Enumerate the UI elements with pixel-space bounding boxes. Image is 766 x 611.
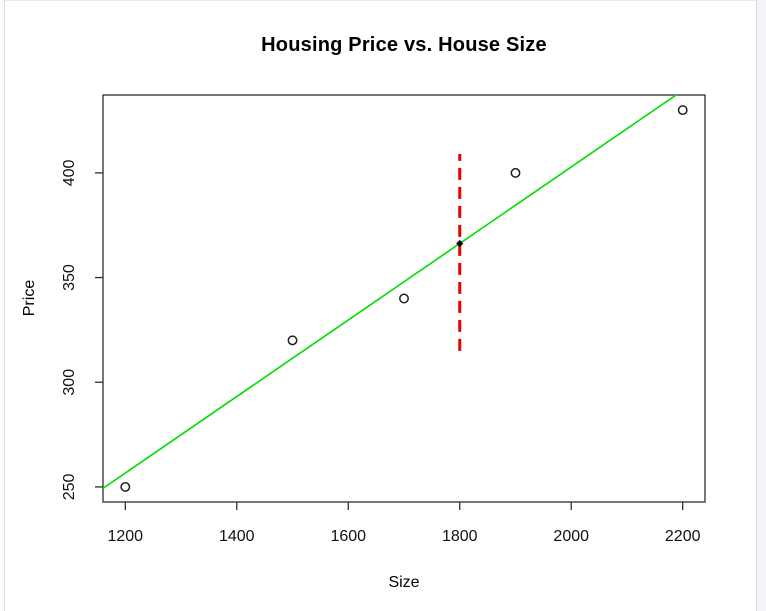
x-tick-label: 1600: [330, 528, 366, 545]
x-tick-label: 1400: [219, 528, 255, 545]
x-tick-label: 1200: [107, 528, 143, 545]
x-tick-label: 2000: [553, 528, 589, 545]
data-point: [677, 105, 688, 116]
pane-right-gutter: [756, 0, 766, 611]
y-tick-label: 350: [61, 264, 78, 291]
prediction-point: [456, 239, 464, 248]
x-axis-label: Size: [388, 574, 420, 591]
regression-layer: [103, 95, 678, 490]
x-tick-label: 2200: [665, 528, 701, 545]
regression-line: [103, 95, 678, 490]
y-tick-label: 300: [61, 369, 78, 396]
data-point: [287, 335, 298, 346]
y-tick-label: 250: [61, 473, 78, 500]
chart-title: Housing Price vs. House Size: [261, 34, 547, 56]
y-axis-label: Price: [21, 279, 38, 317]
data-point: [510, 167, 521, 178]
data-point: [120, 481, 131, 492]
pane-left-border: [0, 0, 5, 611]
x-tick-label: 1800: [442, 528, 478, 545]
plot-box: [102, 94, 706, 503]
pane-top-border: [0, 0, 766, 1]
y-tick-label: 400: [61, 159, 78, 186]
data-point: [399, 293, 409, 304]
